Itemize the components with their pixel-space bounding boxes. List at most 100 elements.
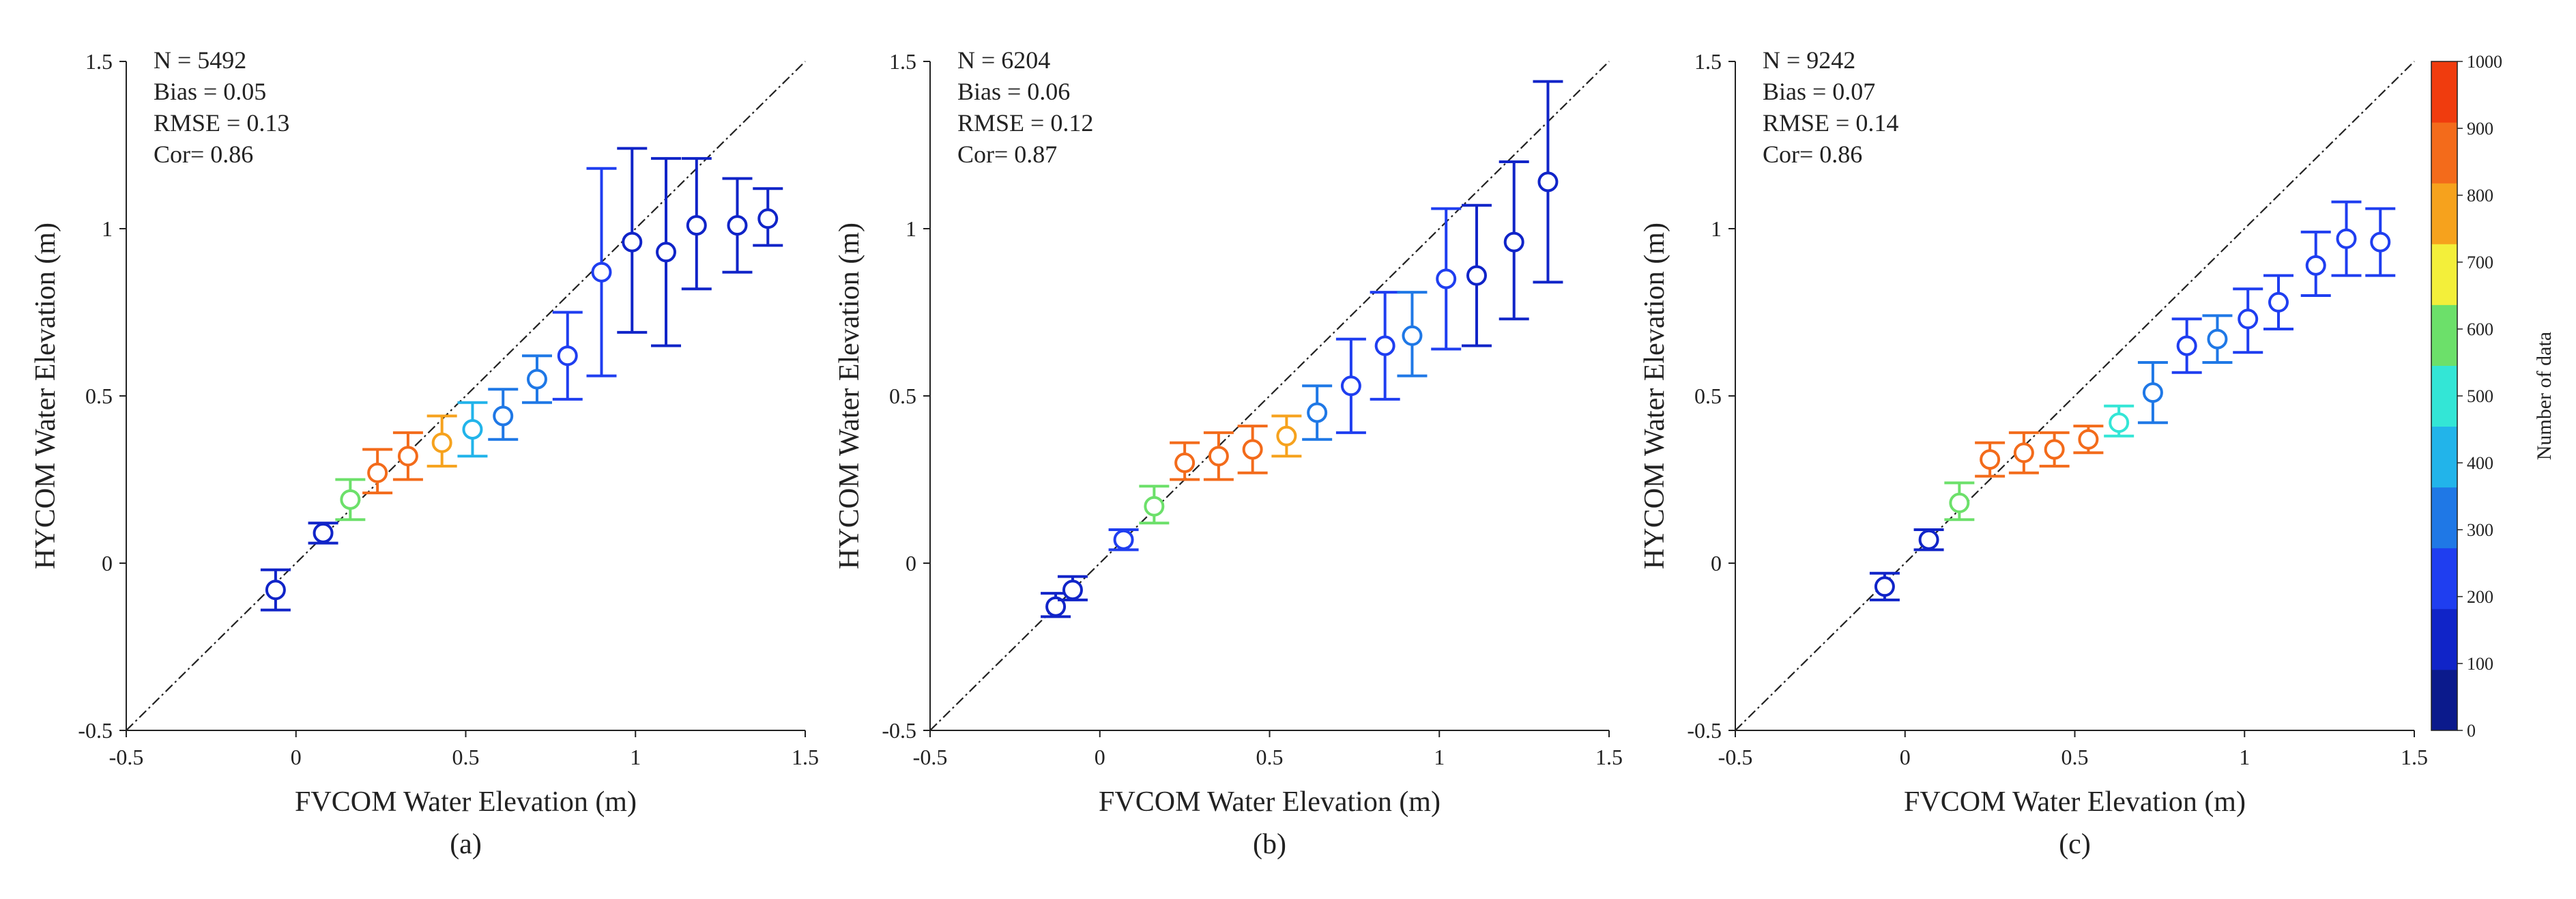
stat-line: RMSE = 0.12 [957,109,1093,137]
marker-circle [1503,231,1524,253]
panel-c: -0.5 0 0.5 1 1.5 -0.5 0 0.5 1 1.5 FVCOM Water Elev… [1639,46,2428,860]
marker-circle [1874,576,1895,597]
marker-circle [2207,328,2228,349]
one-to-one-line [929,61,1610,731]
data-point [2171,317,2202,374]
stat-line: Bias = 0.07 [1763,78,1875,105]
data-point [2104,404,2134,438]
data-point [651,157,682,347]
stat-line: N = 9242 [1763,46,1855,74]
marker-circle [557,345,578,367]
y-tick-label: 0.5 [889,384,916,408]
marker-circle [1402,325,1423,346]
data-point [335,478,366,522]
y-tick-label: 0 [906,551,916,575]
one-to-one-line [1735,61,2415,731]
panel-a: -0.5 0 0.5 1 1.5 -0.5 0 0.5 1 1.5 FVCOM Water Elev… [30,46,819,860]
colorbar-tick-label: 400 [2467,453,2493,473]
y-tick-label: 0 [102,551,113,575]
data-point [1499,160,1529,321]
colorbar-segment [2431,547,2457,610]
data-point [2263,274,2293,330]
marker-circle [2109,412,2130,433]
marker-circle [340,489,361,510]
marker-circle [2336,228,2357,249]
data-point [1944,481,1975,522]
y-tick-label: 1.5 [1694,49,1722,74]
x-tick-label: 1.5 [2401,745,2428,769]
y-tick-label: 1 [1711,216,1722,241]
x-tick-label: 1 [630,745,641,769]
data-point [1335,337,1366,434]
stat-line: Bias = 0.05 [154,78,266,105]
data-point [2331,200,2362,277]
stat-line: N = 5492 [154,46,246,74]
x-tick-label: 0 [291,745,302,769]
colorbar-segment [2431,487,2457,549]
data-point [552,311,583,401]
marker-circle [2305,255,2326,276]
x-tick-label: 1 [1434,745,1445,769]
data-point [1533,80,1563,284]
colorbar-segment [2431,365,2457,427]
data-point [521,354,552,404]
stat-line: RMSE = 0.14 [1763,109,1898,137]
y-axis-label: HYCOM Water Elevation (m) [834,223,865,569]
data-point [753,187,783,247]
marker-circle [367,462,388,483]
data-point [1869,571,1900,601]
data-point [586,167,617,377]
y-tick-label: 0 [1711,551,1722,575]
stat-line: Bias = 0.06 [957,78,1070,105]
x-axis-label: FVCOM Water Elevation (m) [1099,786,1441,818]
marker-circle [1340,375,1361,397]
x-tick-label: 0.5 [2061,745,2089,769]
data-point [2137,361,2168,425]
y-tick-label: 1 [102,216,113,241]
marker-circle [313,522,334,543]
marker-circle [686,215,707,236]
data-point [1370,291,1400,401]
marker-circle [1980,449,2001,470]
y-tick-label: -0.5 [78,718,113,743]
data-point [1397,291,1428,377]
data-point [426,414,457,468]
x-tick-label: -0.5 [1718,745,1753,769]
marker-circle [2044,439,2065,460]
stat-line: Cor= 0.86 [154,141,253,168]
stat-line: N = 6204 [957,46,1050,74]
marker-circle [2142,382,2163,403]
y-tick-label: 1.5 [889,49,916,74]
data-point [1237,425,1268,474]
marker-circle [1276,425,1297,446]
y-tick-label: 0.5 [1694,384,1722,408]
marker-circle [2370,231,2391,253]
marker-circle [1113,529,1134,550]
y-tick-label: 1.5 [85,49,113,74]
marker-circle [493,405,514,427]
y-tick-label: 1 [906,216,916,241]
x-tick-label: 1 [2239,745,2250,769]
data-point [1139,485,1170,525]
stat-line: RMSE = 0.13 [154,109,289,137]
colorbar-tick-label: 0 [2467,721,2476,741]
one-to-one-line [126,61,806,731]
colorbar-tick-label: 1000 [2467,52,2502,72]
marker-circle [1466,265,1487,286]
marker-circle [462,419,483,440]
colorbar-segment [2431,608,2457,670]
marker-circle [2176,335,2197,356]
colorbar-segment [2431,426,2457,488]
data-point [2365,207,2396,277]
colorbar-tick-label: 700 [2467,253,2493,272]
data-point [1271,414,1302,458]
data-point [1170,441,1200,481]
marker-circle [1062,580,1083,601]
marker-circle [2238,309,2259,330]
colorbar-segment [2431,183,2457,244]
colorbar: 0 100 200 300 400 500 600 700 800 900 1000 Number o… [2431,52,2556,741]
x-tick-label: 0.5 [452,745,480,769]
marker-circle [2013,442,2034,463]
data-point [2233,287,2263,354]
